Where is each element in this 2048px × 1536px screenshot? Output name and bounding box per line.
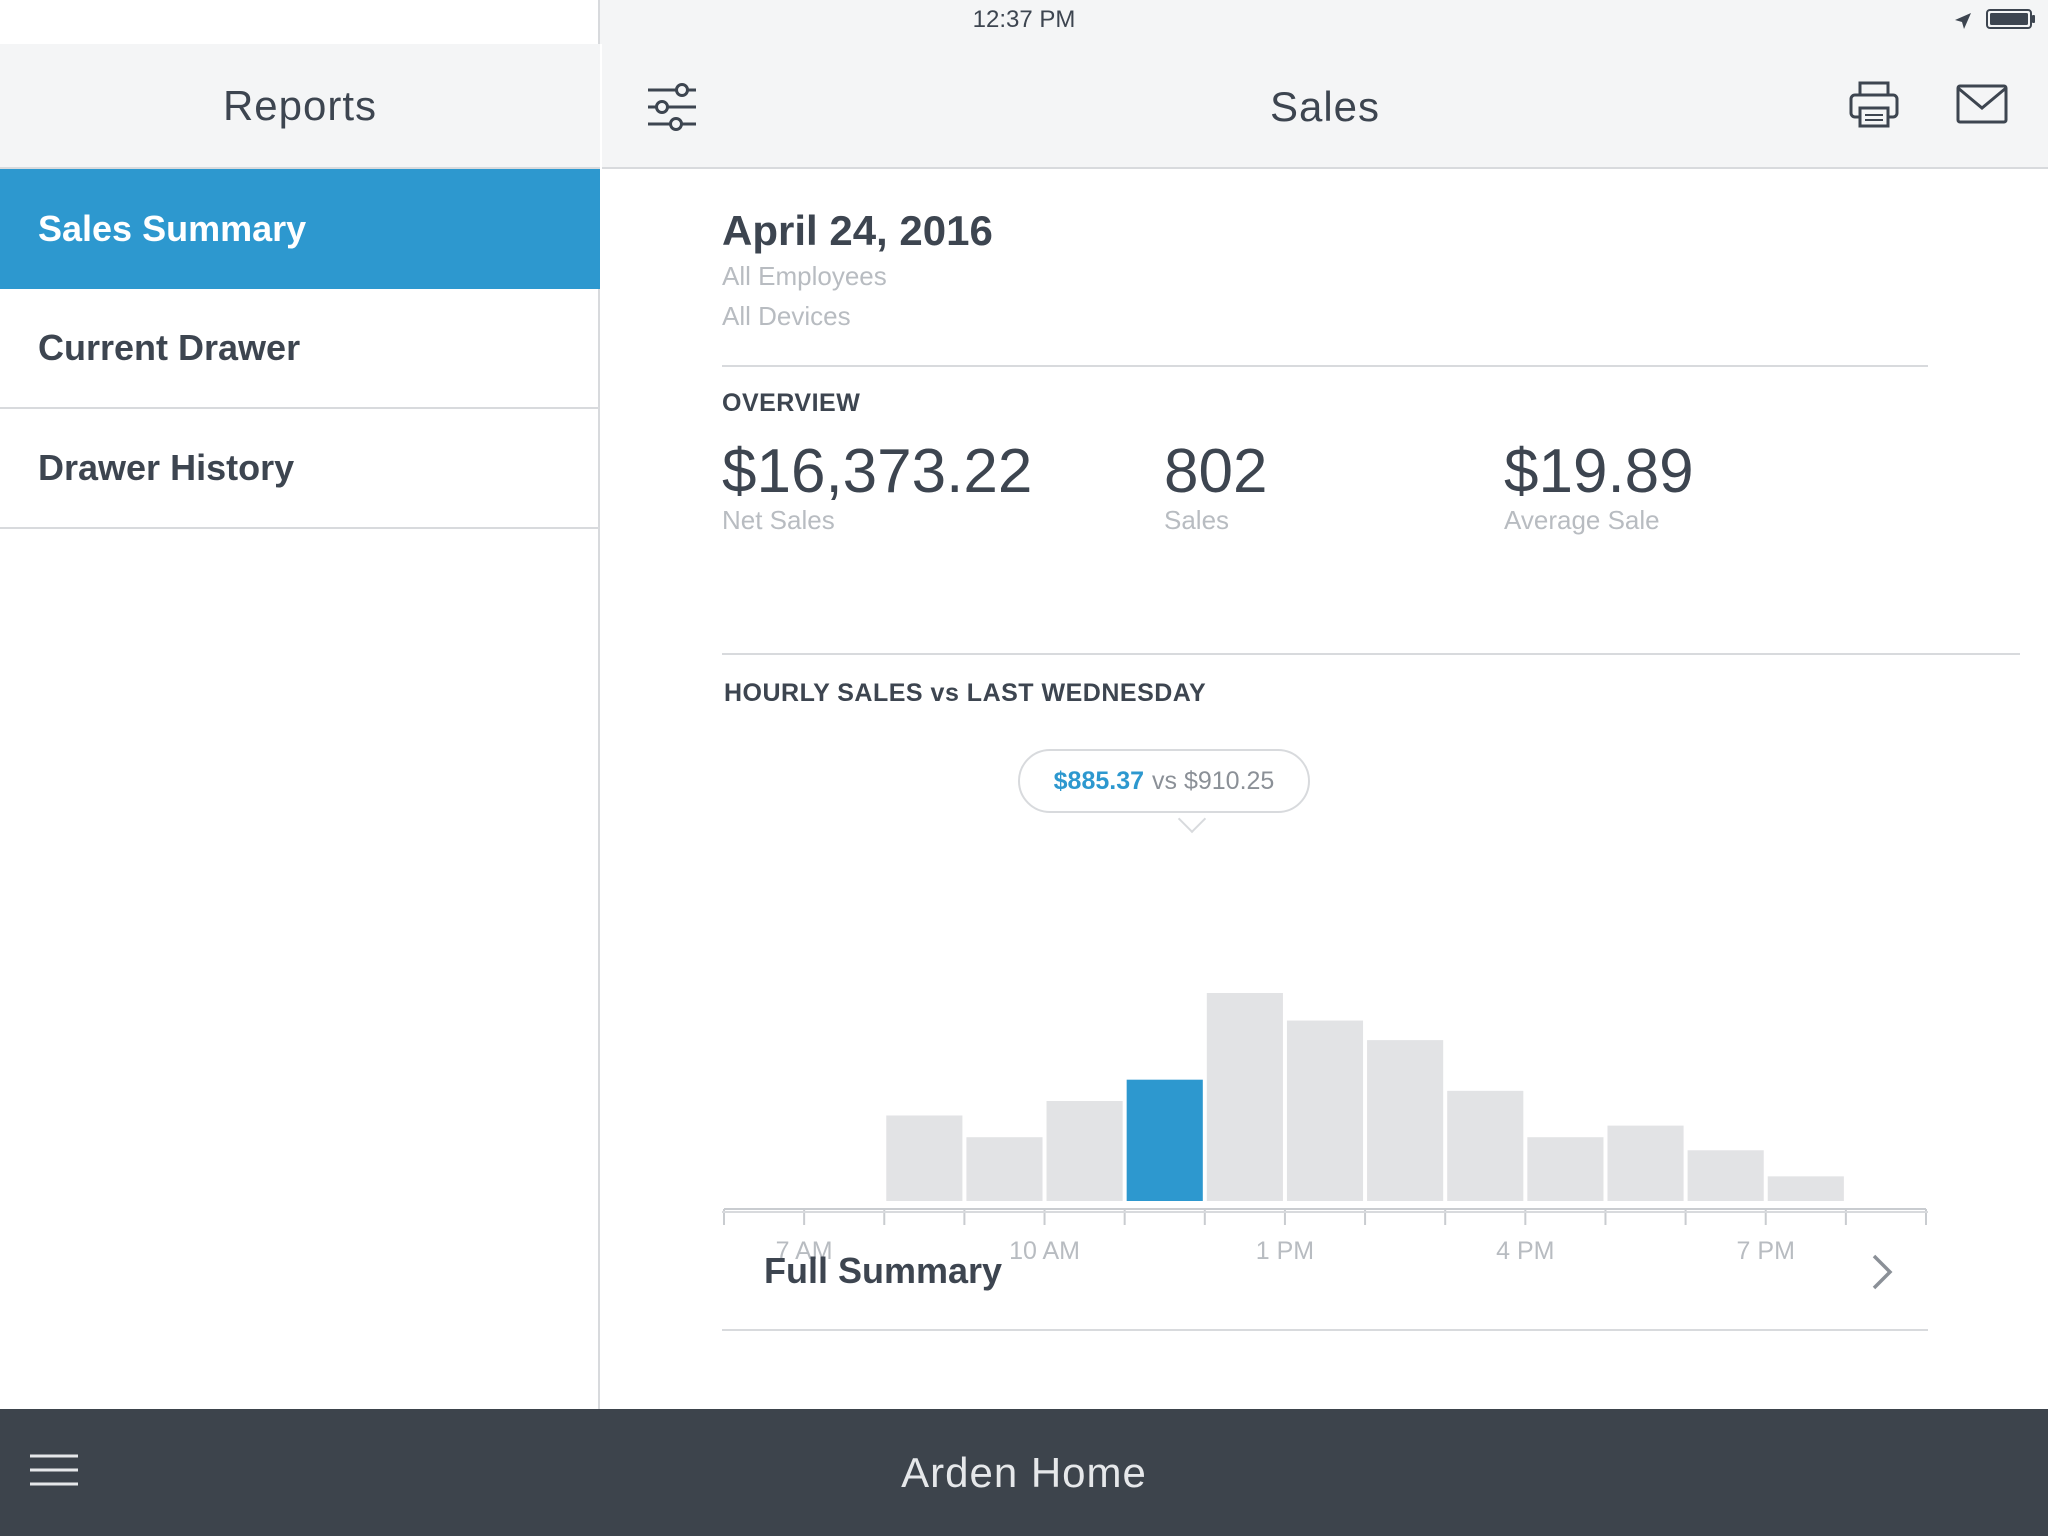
sidebar-title: Reports [0,44,600,169]
sidebar-item-drawer-history[interactable]: Drawer History [0,409,600,529]
status-time: 12:37 PM [972,6,1076,33]
sidebar-list: Sales Summary Current Drawer Drawer Hist… [0,169,600,529]
average-sale-value: $19.89 [1504,437,1694,506]
sales-count-label: Sales [1164,505,1230,535]
location-name: Arden Home [901,1448,1147,1496]
sidebar-item-current-drawer[interactable]: Current Drawer [0,289,600,409]
location-arrow-icon [1954,9,1972,37]
hourly-sales-chart: 7 AM 10 AM 1 PM 4 PM 7 PM [720,743,1932,1288]
x-tick-label: 1 PM [1256,1237,1314,1265]
filter-sliders-icon[interactable] [646,82,698,137]
full-summary-label: Full Summary [764,1250,1003,1291]
battery-icon [1986,8,2036,37]
tooltip-value: $885.37 [1053,766,1145,795]
mail-icon[interactable] [1956,84,2008,129]
chart-bar[interactable] [1367,1040,1444,1201]
average-sale-label: Average Sale [1504,505,1660,535]
sidebar-item-sales-summary[interactable]: Sales Summary [0,169,600,289]
chart-bar[interactable] [1206,993,1283,1201]
chart-bar[interactable] [966,1137,1043,1201]
page-title: Sales [1269,82,1381,130]
bar-tooltip: $885.37 vs $910.25 [1018,749,1310,813]
net-sales-label: Net Sales [722,505,835,535]
x-tick-label: 7 AM [776,1237,833,1265]
status-right [1954,8,2036,37]
chart-bar[interactable] [1607,1125,1684,1201]
main-header: Sales [602,44,2048,169]
print-icon[interactable] [1848,80,1900,135]
sales-content: April 24, 2016 All Employees All Devices… [602,171,2048,1409]
bottom-bar: Arden Home [0,1409,2048,1536]
x-tick-label: 4 PM [1496,1237,1554,1265]
x-tick-label: 10 AM [1009,1237,1080,1265]
net-sales-value: $16,373.22 [722,437,1033,506]
chart-bar[interactable] [1527,1137,1604,1201]
hourly-sales-label: HOURLY SALES vs LAST WEDNESDAY [724,679,1207,707]
average-sale-stat: $19.89 Average Sale [1504,441,1694,536]
tooltip-comparison: vs $910.25 [1152,766,1275,795]
chart-bar[interactable] [1767,1176,1844,1201]
report-date: April 24, 2016 [722,207,993,254]
chart-bar[interactable] [1687,1150,1764,1201]
sidebar: Reports Sales Summary Current Drawer Dra… [0,0,600,1409]
sales-count-stat: 802 Sales [1164,441,1267,536]
overview-label: OVERVIEW [722,389,861,417]
chart-bar[interactable] [886,1115,963,1201]
sales-count-value: 802 [1164,437,1268,506]
hourly-sales-chart-svg: 7 AM 10 AM 1 PM 4 PM 7 PM [723,993,1927,1265]
hamburger-menu-icon[interactable] [30,1453,78,1492]
chart-bar-selected[interactable] [1126,1079,1203,1201]
chart-bar[interactable] [1046,1100,1123,1201]
employee-filter-text: All Employees [722,261,887,291]
net-sales-stat: $16,373.22 Net Sales [722,441,1032,536]
full-summary-row[interactable]: Full Summary [722,1211,1928,1331]
chevron-right-icon [1870,1253,1894,1300]
divider [722,365,1928,367]
device-filter-text: All Devices [722,301,851,331]
divider [722,653,2020,655]
chart-bar[interactable] [1286,1020,1364,1201]
chart-bar[interactable] [1447,1090,1524,1201]
x-tick-label: 7 PM [1737,1237,1795,1265]
